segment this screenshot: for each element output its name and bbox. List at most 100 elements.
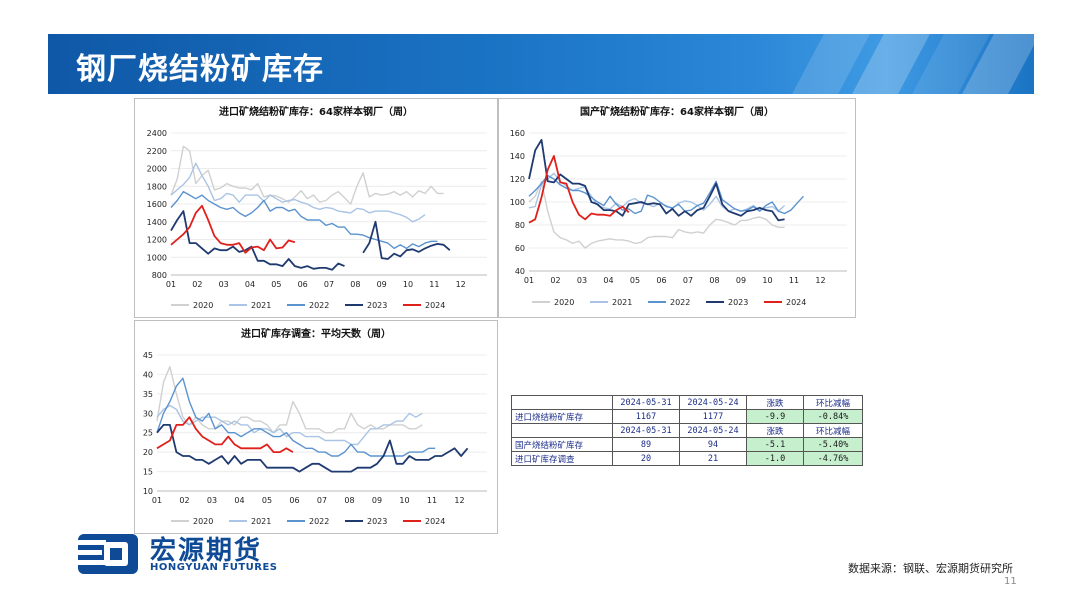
- series-line-2020: [528, 180, 785, 249]
- table-cell: 89: [612, 437, 680, 452]
- series-2022: [528, 174, 804, 215]
- y-tick-label: 800: [152, 271, 167, 280]
- series-2021: [170, 162, 426, 223]
- series-2023: [528, 139, 785, 222]
- chart-title: 进口矿库存调查：平均天数（周）: [241, 327, 391, 340]
- series-line-2022: [156, 377, 436, 457]
- series-line-2023: [156, 424, 469, 473]
- x-tick-label: 01: [152, 496, 162, 505]
- series-2024: [156, 416, 294, 453]
- x-tick-label: 07: [683, 276, 693, 285]
- table-cell: [511, 423, 613, 438]
- legend-label-2020: 2020: [193, 301, 213, 310]
- table-cell: -4.76%: [803, 451, 863, 466]
- legend-label-2022: 2022: [309, 517, 329, 526]
- x-tick-label: 05: [271, 280, 281, 289]
- legend-label-2024: 2024: [425, 301, 445, 310]
- legend-label-2020: 2020: [554, 298, 574, 307]
- y-tick-label: 1000: [147, 253, 167, 262]
- table-cell: [511, 395, 613, 410]
- table-cell: 环比减幅: [803, 423, 863, 438]
- series-2024: [170, 204, 296, 254]
- legend-label-2021: 2021: [612, 298, 632, 307]
- table-cell: 20: [612, 451, 680, 466]
- series-line-2023: [528, 139, 785, 222]
- x-tick-label: 02: [550, 276, 560, 285]
- y-tick-label: 30: [143, 409, 153, 418]
- x-tick-label: 04: [234, 496, 244, 505]
- table-row: 进口矿库存调查 20 21 -1.0 -4.76%: [511, 451, 863, 466]
- x-tick-label: 04: [603, 276, 613, 285]
- table-cell: 2024-05-24: [679, 395, 747, 410]
- series-2020: [170, 145, 444, 205]
- table-cell: -5.1: [746, 437, 804, 452]
- legend-label-2021: 2021: [251, 517, 271, 526]
- series-2022: [156, 377, 436, 457]
- chart-imported-sinter-inventory-svg: 进口矿烧结粉矿库存：64家样本钢厂（周） 800 1000 1200 1400 1600 1…: [147, 105, 487, 310]
- series-2023: [170, 210, 451, 271]
- series-line-2022: [170, 190, 438, 250]
- x-tick-label: 12: [456, 280, 466, 289]
- x-tick-label: 11: [789, 276, 799, 285]
- x-tick-label: 04: [245, 280, 255, 289]
- legend-label-2022: 2022: [309, 301, 329, 310]
- y-tick-label: 25: [143, 429, 153, 438]
- x-tick-label: 09: [372, 496, 382, 505]
- x-tick-label: 09: [736, 276, 746, 285]
- series-line-2021: [156, 404, 423, 446]
- series-2023: [156, 424, 469, 473]
- x-tick-label: 03: [207, 496, 217, 505]
- table-cell: 2024-05-31: [612, 423, 680, 438]
- y-tick-label: 40: [143, 370, 153, 379]
- chart-title: 国产矿烧结粉矿库存：64家样本钢厂（周）: [580, 105, 774, 118]
- x-tick-label: 01: [524, 276, 534, 285]
- y-tick-label: 1600: [147, 200, 167, 209]
- series-2024: [528, 155, 630, 224]
- series-2022: [170, 190, 438, 250]
- x-tick-label: 02: [179, 496, 189, 505]
- company-logo: 宏源期货 HONGYUAN FUTURES: [72, 528, 312, 580]
- y-tick-label: 2200: [147, 147, 167, 156]
- x-tick-label: 10: [403, 280, 413, 289]
- table-cell: 2024-05-31: [612, 395, 680, 410]
- series-2020: [156, 366, 423, 434]
- series-line-2024: [156, 416, 294, 453]
- table-cell: 涨跌: [746, 423, 804, 438]
- chart-imported-ore-days-svg: 进口矿库存调查：平均天数（周） 10 15 20 25 30 35 40 45 01 02 03 04 0…: [143, 327, 487, 526]
- y-tick-label: 1800: [147, 182, 167, 191]
- x-tick-label: 12: [454, 496, 464, 505]
- y-tick-label: 20: [143, 448, 153, 457]
- series-line-2021: [170, 162, 426, 223]
- y-tick-label: 80: [515, 221, 525, 230]
- y-tick-label: 40: [515, 267, 525, 276]
- series-line-2024: [170, 204, 296, 254]
- chart-domestic-sinter-inventory-svg: 国产矿烧结粉矿库存：64家样本钢厂（周） 40 60 80 100 120 140 160 01…: [510, 105, 847, 307]
- chart-imported-ore-days: 进口矿库存调查：平均天数（周） 10 15 20 25 30 35 40 45 01 02 03 04 0…: [134, 320, 498, 534]
- series-line-2020: [156, 366, 423, 434]
- x-tick-label: 02: [192, 280, 202, 289]
- y-tick-label: 140: [510, 152, 525, 161]
- x-tick-label: 06: [298, 280, 308, 289]
- x-tick-label: 10: [399, 496, 409, 505]
- legend-label-2023: 2023: [367, 517, 387, 526]
- y-tick-label: 60: [515, 244, 525, 253]
- table-row: 2024-05-31 2024-05-24 涨跌 环比减幅: [511, 423, 863, 438]
- table-cell: -0.84%: [803, 409, 863, 424]
- table-cell: 2024-05-24: [679, 423, 747, 438]
- inventory-summary-table: 2024-05-31 2024-05-24 涨跌 环比减幅 进口烧结粉矿库存 1…: [511, 395, 863, 466]
- y-tick-label: 100: [510, 198, 525, 207]
- table-cell: 94: [679, 437, 747, 452]
- series-line-2023: [170, 210, 451, 271]
- chart-domestic-sinter-inventory: 国产矿烧结粉矿库存：64家样本钢厂（周） 40 60 80 100 120 140 160 01…: [498, 98, 856, 318]
- legend-label-2022: 2022: [670, 298, 690, 307]
- page-number: 11: [1004, 576, 1017, 587]
- table-cell: 进口矿库存调查: [511, 451, 613, 466]
- y-tick-label: 10: [143, 487, 153, 496]
- legend-label-2024: 2024: [786, 298, 806, 307]
- x-tick-label: 11: [427, 496, 437, 505]
- x-tick-label: 11: [429, 280, 439, 289]
- x-tick-label: 06: [289, 496, 299, 505]
- x-tick-label: 05: [630, 276, 640, 285]
- x-tick-label: 08: [344, 496, 354, 505]
- series-2021: [156, 404, 423, 446]
